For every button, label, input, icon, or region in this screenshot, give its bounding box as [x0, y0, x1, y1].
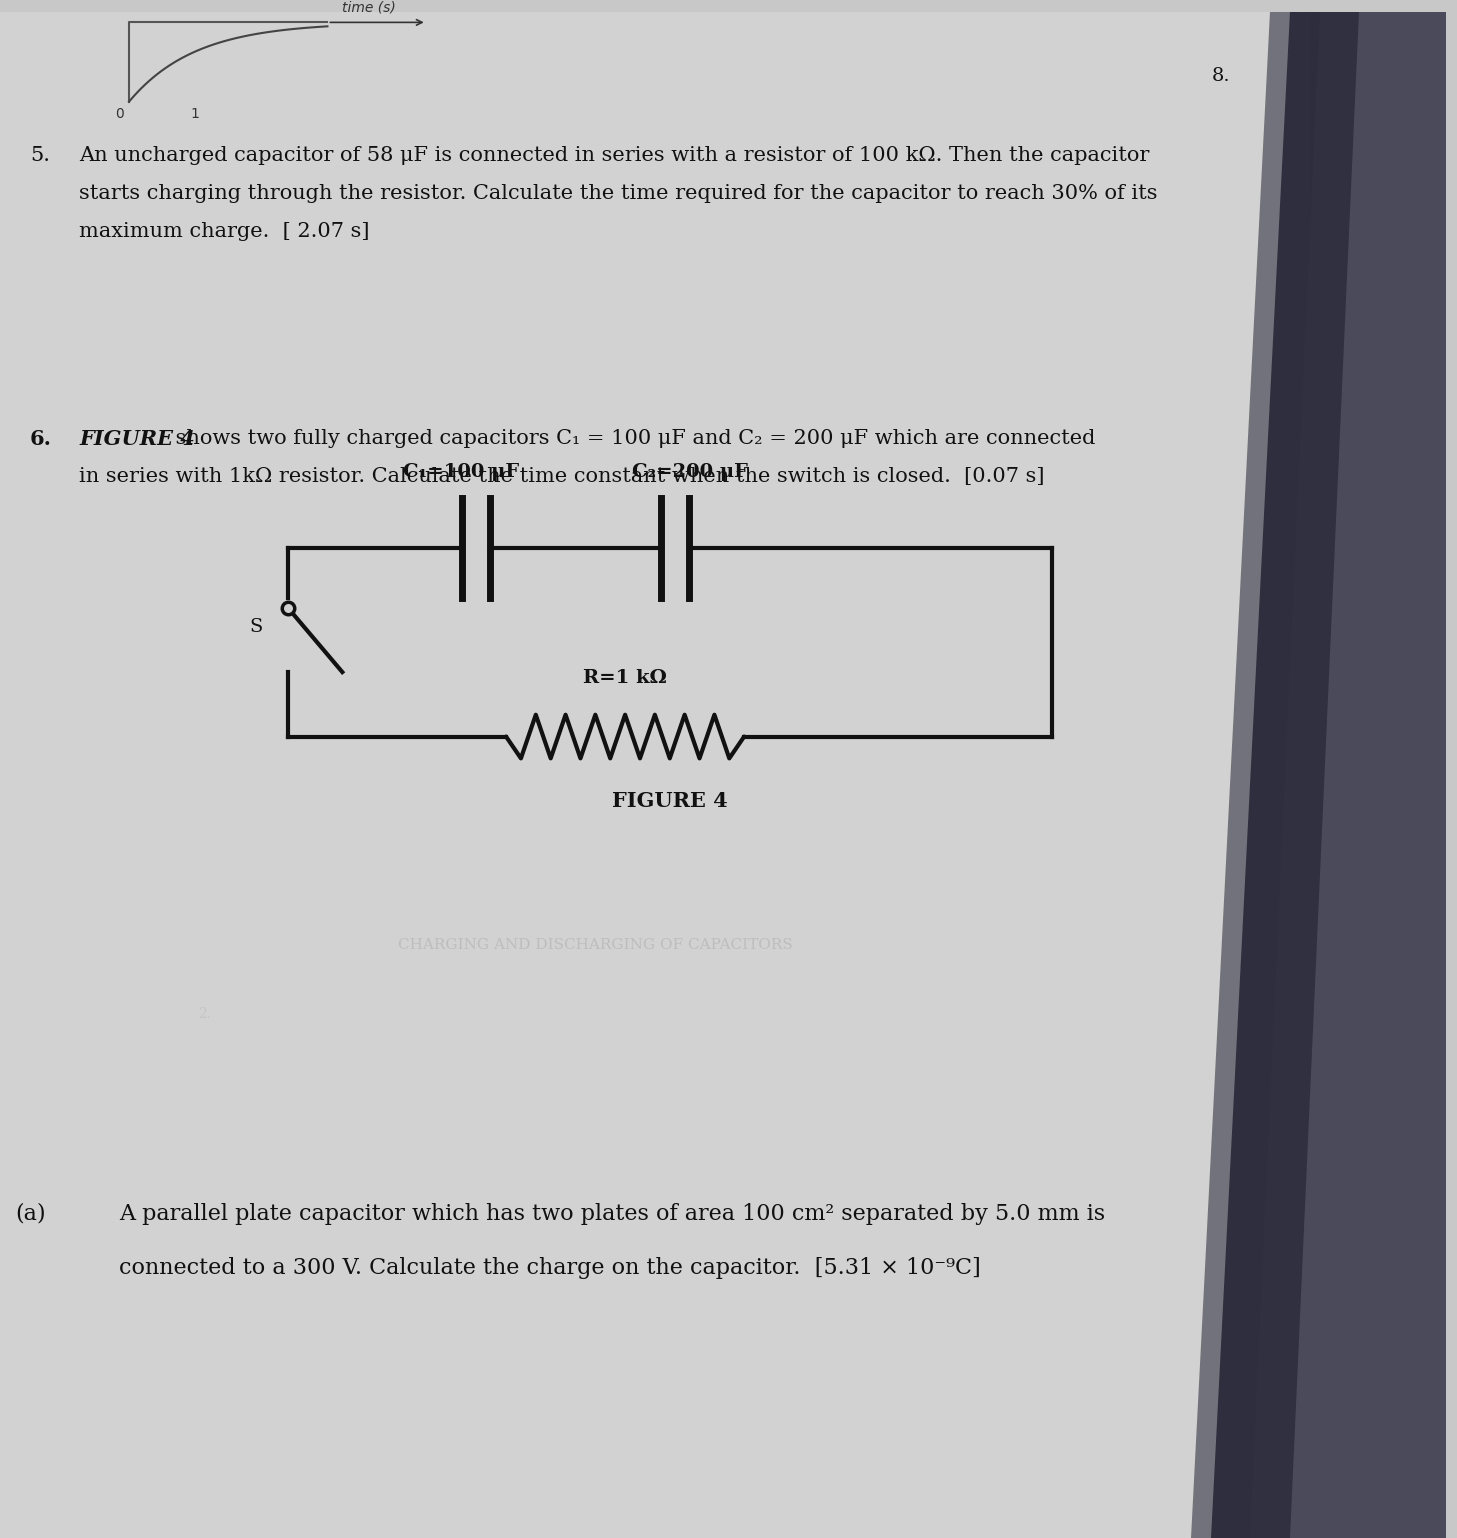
Text: 0: 0	[115, 106, 124, 120]
Text: 6.: 6.	[29, 429, 52, 449]
Text: 5.: 5.	[29, 146, 50, 166]
Text: R=1 kΩ: R=1 kΩ	[583, 669, 667, 687]
Text: CHARGING AND DISCHARGING OF CAPACITORS: CHARGING AND DISCHARGING OF CAPACITORS	[398, 938, 793, 952]
Text: starts charging through the resistor. Calculate the time required for the capaci: starts charging through the resistor. Ca…	[79, 185, 1158, 203]
Polygon shape	[1211, 12, 1445, 1538]
Text: shows two fully charged capacitors C₁ = 100 μF and C₂ = 200 μF which are connect: shows two fully charged capacitors C₁ = …	[169, 429, 1096, 448]
Text: connected to a 300 V. Calculate the charge on the capacitor.  [5.31 × 10⁻⁹C]: connected to a 300 V. Calculate the char…	[119, 1257, 981, 1280]
Text: C₁=100 μF: C₁=100 μF	[404, 463, 520, 481]
Text: 2.: 2.	[198, 1007, 211, 1021]
Text: (a): (a)	[15, 1203, 45, 1224]
Polygon shape	[1190, 12, 1445, 1538]
Polygon shape	[1289, 12, 1445, 1538]
Polygon shape	[1250, 12, 1445, 1538]
Text: 8.: 8.	[1212, 68, 1230, 85]
Text: A parallel plate capacitor which has two plates of area 100 cm² separated by 5.0: A parallel plate capacitor which has two…	[119, 1203, 1106, 1224]
Text: time (s): time (s)	[342, 0, 396, 14]
Text: An uncharged capacitor of 58 μF is connected in series with a resistor of 100 kΩ: An uncharged capacitor of 58 μF is conne…	[79, 146, 1150, 166]
Text: 1: 1	[189, 106, 200, 120]
Text: in series with 1kΩ resistor. Calculate the time constant when the switch is clos: in series with 1kΩ resistor. Calculate t…	[79, 466, 1045, 486]
Text: S: S	[249, 618, 262, 637]
Text: C₂=200 μF: C₂=200 μF	[632, 463, 747, 481]
Text: FIGURE 4: FIGURE 4	[612, 791, 727, 811]
Text: maximum charge.  [ 2.07 s]: maximum charge. [ 2.07 s]	[79, 221, 370, 241]
Text: FIGURE 4: FIGURE 4	[79, 429, 195, 449]
